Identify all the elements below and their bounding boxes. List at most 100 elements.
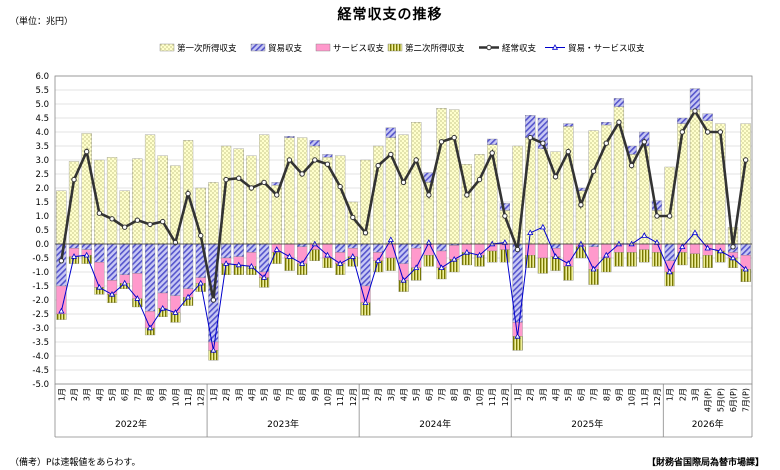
current-account-point bbox=[312, 157, 318, 163]
bar-segment bbox=[360, 243, 371, 287]
axis-layer: -5.0 -4.5 -4.0 -3.5 -3.0 -2.5 -2.0 -1.5 -1.0 -0.5… bbox=[32, 72, 753, 438]
trade-services-point bbox=[438, 264, 445, 271]
current-account-point bbox=[147, 221, 153, 228]
y-tick-label: -3.5 bbox=[32, 338, 49, 348]
bar-segment bbox=[702, 113, 713, 121]
year-label: 2026年 bbox=[692, 418, 724, 430]
bar-segment bbox=[322, 257, 333, 268]
trade-services-point bbox=[742, 265, 749, 272]
x-tick-label: 11月 bbox=[640, 388, 649, 406]
trade-services-point bbox=[463, 248, 470, 255]
y-tick-label: -1.5 bbox=[32, 282, 49, 292]
bar-segment bbox=[119, 190, 130, 245]
trade-services-point bbox=[552, 253, 559, 259]
trade-services-point bbox=[324, 251, 331, 258]
trade-services-point bbox=[679, 243, 686, 250]
bar-segment bbox=[664, 166, 675, 245]
trade-services-point bbox=[70, 253, 78, 259]
legend-label: サービス収支 bbox=[333, 43, 385, 54]
current-account-point bbox=[654, 213, 660, 219]
x-tick-label: 2月 bbox=[678, 388, 687, 401]
legend-marker bbox=[551, 44, 559, 50]
year-label: 2024年 bbox=[419, 418, 451, 430]
x-tick-label: 1月 bbox=[209, 388, 218, 401]
x-tick-label: 7月 bbox=[438, 388, 447, 401]
current-account-point bbox=[590, 168, 597, 174]
trade-services-point bbox=[134, 295, 141, 301]
bar-segment bbox=[106, 243, 118, 281]
footnote: （備考）Pは速報値をあらわす。 bbox=[10, 458, 141, 468]
trade-services-point bbox=[261, 274, 268, 280]
bar-segment bbox=[246, 155, 257, 245]
trade-services-point bbox=[235, 261, 242, 268]
x-tick-label: 4月 bbox=[552, 388, 561, 401]
x-tick-label: 12月 bbox=[501, 388, 510, 406]
trade-services-point bbox=[375, 257, 382, 264]
trade-services-point bbox=[641, 232, 648, 238]
trade-services-point bbox=[704, 244, 711, 251]
x-tick-label: 2月 bbox=[222, 388, 231, 401]
trade-services-point bbox=[83, 251, 90, 258]
x-tick-label: 3月 bbox=[691, 388, 700, 401]
trade-services-point bbox=[337, 260, 344, 266]
current-account-point bbox=[578, 202, 584, 208]
y-tick-label: 6.0 bbox=[35, 72, 49, 82]
trade-services-point bbox=[527, 229, 534, 236]
y-tick-label: 0.0 bbox=[35, 240, 49, 250]
x-tick-label: 5月 bbox=[412, 388, 421, 401]
legend-label: 貿易・サービス収支 bbox=[568, 43, 645, 54]
bar-segment bbox=[487, 138, 498, 145]
current-account-point bbox=[692, 108, 698, 114]
trade-services-point bbox=[476, 251, 483, 258]
bar-segment bbox=[563, 126, 574, 245]
bar-segment bbox=[233, 243, 244, 257]
bar-segment bbox=[525, 137, 536, 245]
x-tick-label: 11月 bbox=[488, 388, 497, 406]
y-tick-label: 2.0 bbox=[35, 184, 49, 194]
y-tick-label: 3.5 bbox=[35, 142, 49, 152]
current-account-point bbox=[299, 171, 305, 177]
trade-services-point bbox=[400, 276, 407, 283]
trade-services-point bbox=[172, 309, 179, 315]
bar-segment bbox=[398, 134, 409, 245]
x-tick-label: 1月 bbox=[514, 388, 523, 401]
current-account-point bbox=[502, 213, 508, 219]
bar-segment bbox=[385, 257, 396, 271]
x-tick-label: 12月 bbox=[349, 388, 358, 406]
trade-services-point bbox=[539, 223, 546, 230]
y-tick-label: 4.0 bbox=[35, 128, 49, 138]
current-account-point bbox=[742, 157, 749, 163]
trade-services-point bbox=[108, 290, 116, 297]
trade-services-point bbox=[197, 279, 204, 286]
x-tick-label: 5月(P) bbox=[716, 388, 725, 412]
current-account-point bbox=[375, 162, 381, 169]
legend-swatch bbox=[315, 43, 331, 52]
y-tick-label: 3.0 bbox=[35, 156, 49, 166]
bar-segment bbox=[284, 136, 295, 138]
current-account-point bbox=[122, 224, 128, 230]
current-account-point bbox=[400, 179, 407, 186]
x-tick-label: 8月 bbox=[298, 388, 307, 401]
trade-services-point bbox=[729, 254, 737, 261]
current-account-point bbox=[324, 161, 331, 167]
current-account-point bbox=[236, 175, 242, 181]
trade-services-point bbox=[666, 268, 673, 275]
current-account-point bbox=[730, 244, 736, 250]
bar-segment bbox=[335, 243, 346, 253]
trade-services-point bbox=[590, 265, 597, 272]
bar-segment bbox=[56, 243, 67, 287]
trade-services-point bbox=[210, 346, 217, 353]
bar-segment bbox=[144, 134, 156, 245]
current-account-point bbox=[274, 192, 280, 198]
bar-segment bbox=[246, 243, 257, 253]
bar-segment bbox=[449, 109, 460, 245]
year-label: 2022年 bbox=[115, 418, 147, 430]
x-tick-label: 11月 bbox=[336, 388, 345, 406]
x-tick-label: 5月 bbox=[564, 388, 573, 401]
year-label: 2023年 bbox=[267, 418, 299, 430]
current-account-point bbox=[514, 246, 521, 253]
current-account-point bbox=[666, 213, 673, 219]
current-account-point bbox=[565, 148, 571, 155]
bar-segment bbox=[208, 182, 219, 245]
